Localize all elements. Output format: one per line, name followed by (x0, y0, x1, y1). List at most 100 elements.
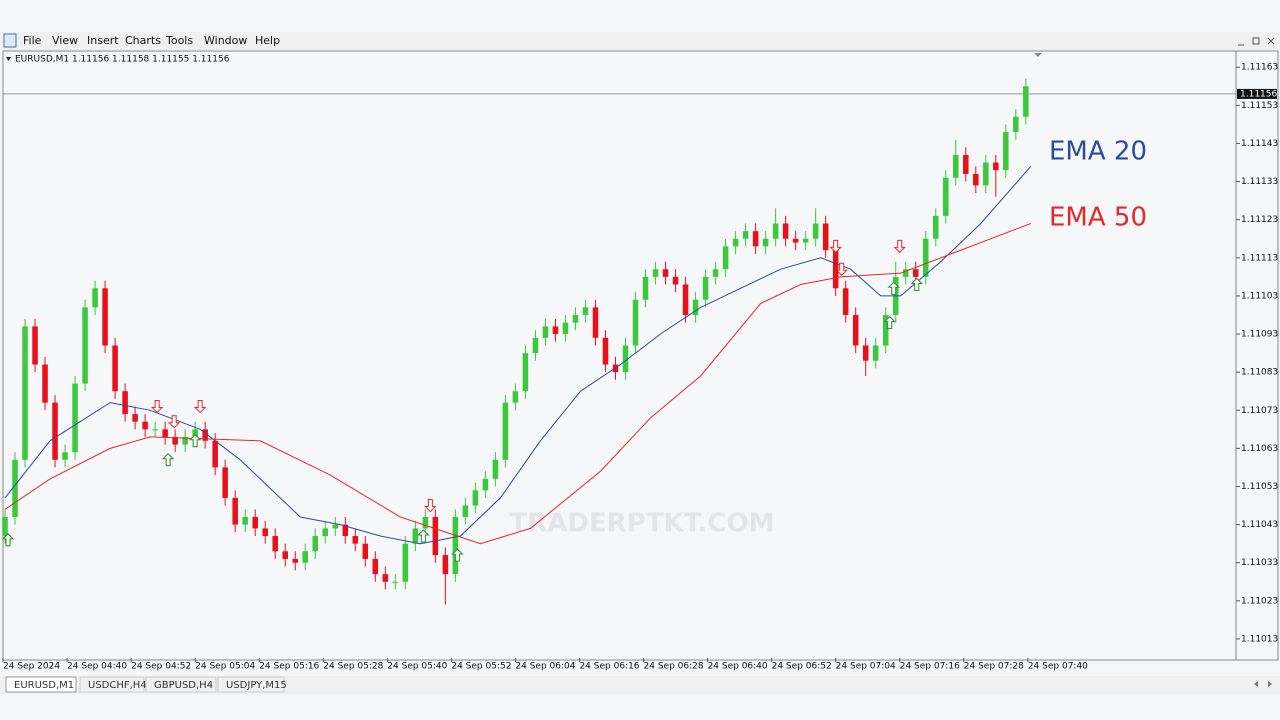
candle-body (32, 326, 38, 365)
candle-body (142, 421, 148, 430)
candle-body (102, 288, 108, 346)
tab-label[interactable]: USDJPY,M15 (226, 680, 287, 691)
candle-body (492, 459, 499, 479)
tab[interactable] (145, 676, 217, 693)
candle-body (582, 307, 589, 315)
candle-body (252, 516, 258, 529)
candle-body (292, 558, 298, 563)
candle-body (482, 478, 489, 491)
x-tick-label: 24 Sep 04:52 (131, 662, 191, 672)
candle-body (552, 326, 559, 335)
candle-body (652, 269, 659, 277)
candle-body (472, 490, 479, 506)
candle-body (42, 364, 48, 403)
signal-arrow (883, 315, 896, 330)
candle-body (812, 223, 819, 239)
window-controls (1238, 37, 1275, 46)
candle-body (983, 162, 989, 186)
restore[interactable] (1252, 37, 1260, 45)
candle-body (993, 162, 999, 171)
candle-body (963, 154, 969, 174)
x-tick-label: 24 Sep 05:40 (387, 662, 447, 672)
tab[interactable] (5, 676, 77, 693)
x-tick-label: 24 Sep 04:40 (67, 662, 127, 672)
candle-body (112, 345, 118, 392)
candle-body (862, 345, 869, 361)
candle-body (592, 307, 599, 338)
candle-body (2, 516, 8, 537)
candle-body (762, 238, 769, 247)
y-tick-label: 1.11013 (1241, 634, 1278, 644)
candle-body (882, 314, 889, 346)
tab-scroll[interactable] (1254, 681, 1272, 687)
signal-arrow (188, 434, 202, 448)
candle-body (1003, 132, 1009, 171)
chart-frame (2, 50, 1279, 661)
candle-body (902, 269, 909, 277)
candle-body (532, 337, 539, 354)
menu-item[interactable]: File (23, 34, 42, 47)
x-tick-label: 24 Sep 06:04 (515, 662, 575, 672)
tab[interactable] (217, 676, 285, 693)
tab[interactable] (79, 676, 145, 693)
candle-body (122, 391, 128, 415)
candle-body (432, 516, 439, 556)
tab-label[interactable]: GBPUSD,H4 (154, 680, 213, 691)
y-tick-label: 1.11123 (1241, 215, 1278, 225)
signal-arrow (910, 277, 923, 291)
current-price-box (1237, 88, 1277, 99)
close[interactable] (1267, 37, 1275, 45)
y-tick-label: 1.11143 (1241, 139, 1278, 149)
candle-body (92, 288, 98, 308)
y-tick-label: 1.11093 (1241, 330, 1278, 340)
candle-body (912, 269, 919, 277)
candle-body (672, 276, 679, 285)
candle-body (402, 543, 409, 582)
candle-body (272, 536, 278, 552)
candle-body (352, 536, 359, 544)
x-tick-label: 24 Sep 06:52 (772, 662, 832, 672)
signal-arrow (167, 415, 181, 429)
candle-body (312, 536, 319, 552)
x-tick-label: 24 Sep 06:28 (644, 662, 704, 672)
menu-item[interactable]: Tools (165, 34, 193, 47)
candle-body (12, 459, 18, 517)
app-icon (3, 33, 17, 48)
candle-body (212, 440, 218, 468)
y-tick-label: 1.11073 (1241, 406, 1278, 416)
menu-item[interactable]: Window (204, 34, 247, 47)
info-arrow (6, 57, 11, 61)
candle-body (782, 223, 789, 239)
ema-line (4, 223, 1031, 545)
candle-body (1023, 86, 1029, 117)
signal-arrow (829, 239, 842, 254)
candle-body (72, 383, 78, 453)
menu-item[interactable]: Insert (87, 34, 119, 47)
candle-body (953, 154, 959, 178)
menu-item[interactable]: View (52, 34, 78, 47)
candle-body (222, 467, 228, 498)
y-tick-label: 1.11053 (1241, 482, 1278, 492)
tab-label[interactable]: USDCHF,H4 (88, 680, 147, 691)
candle-body (702, 276, 709, 300)
x-tick-label: 24 Sep 05:04 (195, 662, 255, 672)
menu-item[interactable]: Help (255, 34, 280, 47)
menu-item[interactable]: Charts (125, 34, 161, 47)
candle-body (772, 223, 779, 239)
y-tick-label: 1.11163 (1241, 63, 1278, 73)
y-tick-label: 1.11023 (1241, 596, 1278, 606)
candle-body (742, 231, 749, 239)
ema-label: EMA 50 (1049, 203, 1147, 233)
candle-body (332, 524, 339, 529)
candle-body (302, 551, 308, 563)
candle-body (852, 314, 859, 346)
candle-body (152, 429, 158, 431)
candle-body (22, 326, 28, 460)
tab-label[interactable]: EURUSD,M1 (14, 680, 74, 691)
candle-body (52, 402, 58, 460)
candle-body (872, 345, 879, 361)
menu-bar (0, 32, 1280, 50)
signal-arrow (887, 281, 900, 295)
candle-body (412, 528, 419, 544)
candle-body (822, 223, 829, 251)
